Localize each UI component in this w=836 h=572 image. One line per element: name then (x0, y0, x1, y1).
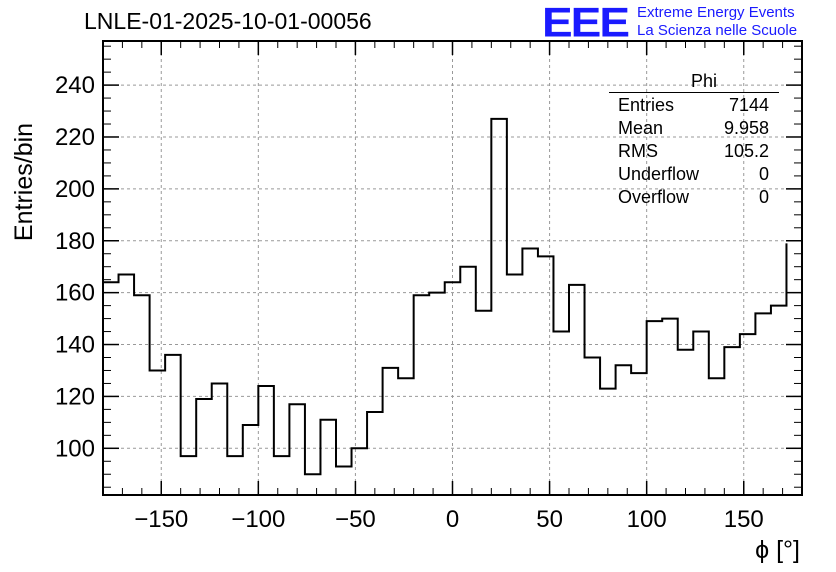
x-tick-labels: −150 −100 −50 0 50 100 150 (134, 506, 764, 533)
stats-label: Underflow (618, 164, 700, 184)
y-tick-label: 100 (55, 435, 95, 462)
y-tick-label: 140 (55, 332, 95, 359)
stats-row-rms: RMS 105.2 (609, 140, 779, 163)
y-tick-labels: 100 120 140 160 180 200 220 240 (55, 72, 95, 462)
stats-value: 7144 (728, 95, 769, 115)
y-tick-label: 120 (55, 383, 95, 410)
stats-label: Overflow (618, 187, 690, 207)
y-tick-label: 220 (55, 124, 95, 151)
x-tick-label: 0 (446, 506, 459, 533)
stats-value: 0 (758, 187, 769, 207)
stats-divider (609, 92, 779, 93)
stats-value: 0 (758, 164, 769, 184)
stats-row-mean: Mean 9.958 (609, 117, 779, 140)
stats-row-overflow: Overflow 0 (609, 186, 779, 209)
stats-value: 9.958 (723, 118, 769, 138)
eee-logo-mark: EEE (542, 0, 630, 46)
y-tick-label: 160 (55, 280, 95, 307)
stats-row-underflow: Underflow 0 (609, 163, 779, 186)
x-tick-label: 150 (724, 506, 764, 533)
stats-label: Mean (618, 118, 664, 138)
stats-label: Entries (618, 95, 675, 115)
logo-line-2: La Scienza nelle Scuole (637, 22, 798, 39)
y-tick-label: 180 (55, 228, 95, 255)
stats-title: Phi (690, 71, 717, 91)
y-tick-label: 200 (55, 176, 95, 203)
stats-value: 105.2 (723, 141, 769, 161)
histogram-series (103, 117, 788, 476)
grid-lines (103, 41, 802, 495)
x-tick-label: −150 (134, 506, 188, 533)
x-tick-label: −50 (335, 506, 376, 533)
x-tick-label: 100 (627, 506, 667, 533)
x-tick-label: 50 (536, 506, 563, 533)
chart-title: LNLE-01-2025-10-01-00056 (84, 8, 372, 34)
stats-row-entries: Entries 7144 (609, 94, 779, 117)
logo-line-1: Extreme Energy Events (637, 4, 795, 21)
axis-ticks (103, 41, 803, 495)
x-axis-label: ϕ [°] (755, 536, 800, 564)
y-tick-label: 240 (55, 72, 95, 99)
y-axis-label: Entries/bin (10, 123, 38, 241)
stats-box: Phi Entries 7144 Mean 9.958 RMS 105.2 Under… (609, 70, 779, 209)
stats-label: RMS (618, 141, 658, 161)
eee-logo-text: Extreme Energy Events La Scienza nelle S… (637, 4, 797, 40)
x-tick-label: −100 (231, 506, 285, 533)
